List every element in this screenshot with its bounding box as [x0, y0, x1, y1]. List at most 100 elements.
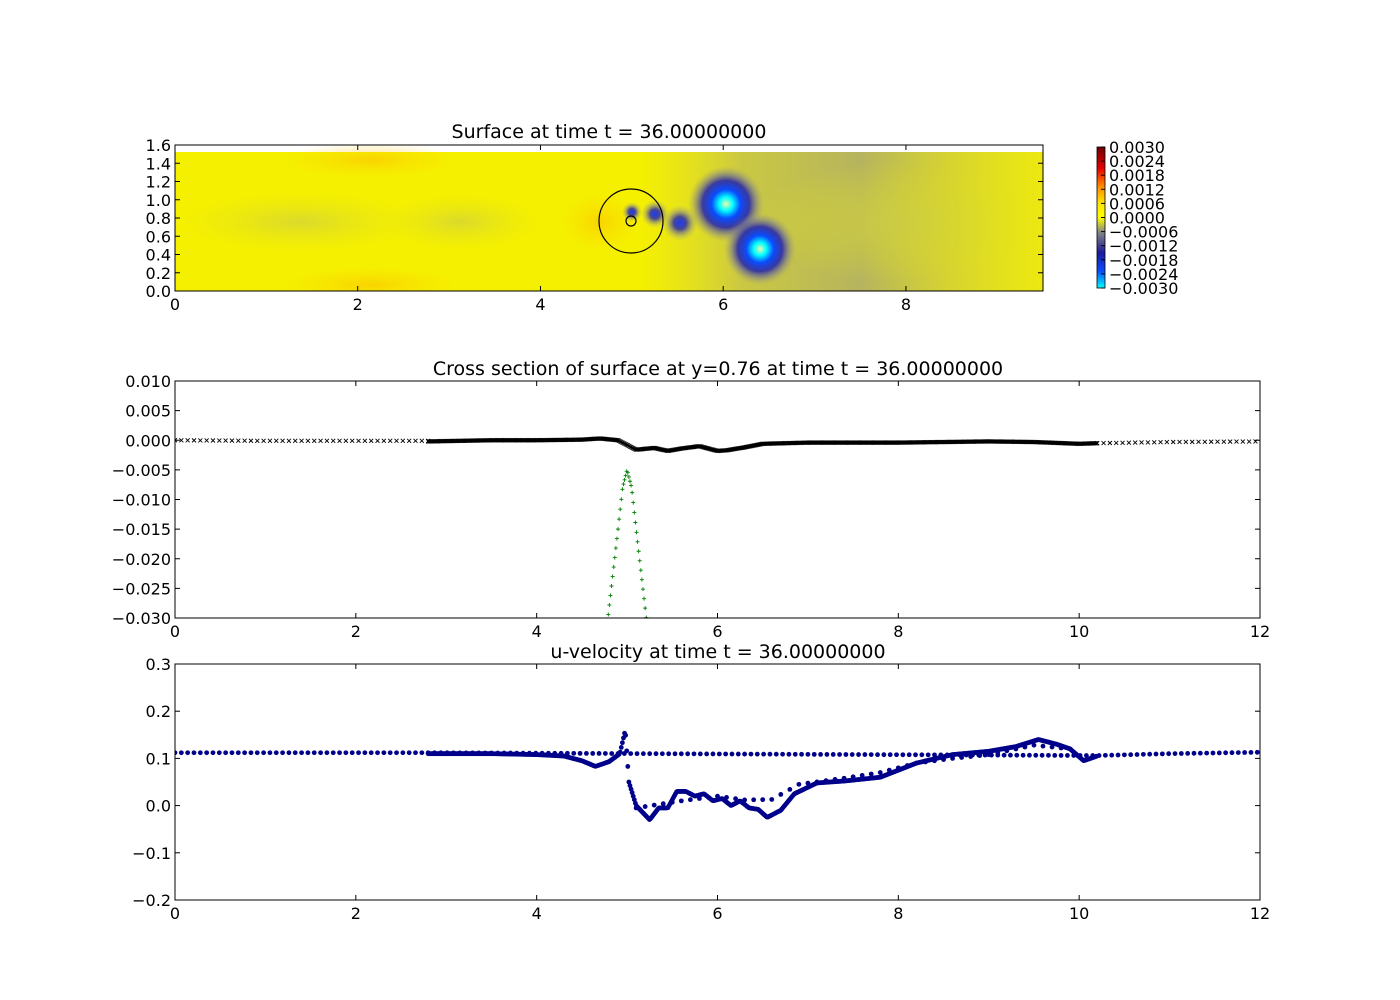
data-point — [175, 750, 178, 756]
data-point — [1077, 753, 1083, 758]
data-point — [780, 751, 785, 757]
data-point — [1223, 750, 1229, 756]
y-tick-label: −0.2 — [132, 891, 171, 910]
x-tick-label: 12 — [1250, 904, 1270, 923]
data-point — [1094, 440, 1099, 446]
data-point — [242, 750, 248, 756]
data-point — [633, 805, 639, 811]
data-point — [778, 792, 784, 797]
depression-blob — [641, 200, 669, 228]
data-point — [571, 750, 577, 756]
data-point — [400, 750, 406, 756]
surface-title: Surface at time t = 36.00000000 — [452, 121, 767, 143]
data-point — [678, 751, 684, 757]
data-point — [501, 750, 507, 756]
data-point — [651, 802, 657, 808]
data-point — [1052, 752, 1058, 758]
data-point — [627, 479, 632, 484]
data-point — [710, 751, 716, 757]
data-point — [754, 751, 760, 757]
data-point — [197, 438, 203, 443]
data-point — [356, 750, 361, 756]
data-point — [463, 750, 469, 756]
data-point — [444, 750, 450, 756]
data-point — [959, 755, 965, 760]
data-point — [400, 438, 406, 444]
data-point — [811, 751, 817, 757]
data-point — [305, 438, 311, 444]
data-point — [1164, 439, 1170, 445]
data-point — [191, 750, 197, 756]
data-point — [1013, 746, 1019, 752]
data-point — [904, 763, 910, 768]
data-point — [343, 750, 349, 756]
data-point — [742, 751, 748, 757]
data-point — [621, 482, 626, 487]
data-point — [210, 750, 216, 756]
data-point — [286, 750, 292, 756]
data-point — [799, 751, 804, 757]
data-point — [1139, 440, 1144, 445]
data-point — [678, 798, 684, 804]
data-point — [609, 751, 615, 756]
data-point — [877, 770, 883, 775]
data-point — [375, 438, 380, 444]
colorbar-tick-label: 0.0012 — [1109, 180, 1165, 199]
data-point — [706, 794, 711, 800]
data-point — [742, 797, 748, 803]
data-point — [628, 751, 634, 756]
y-tick-label: 0.6 — [146, 227, 171, 246]
data-point — [1120, 440, 1125, 446]
x-tick-label: 6 — [718, 295, 728, 314]
data-point — [830, 752, 836, 757]
data-point — [639, 577, 644, 582]
data-point — [1240, 439, 1246, 444]
data-point — [1210, 750, 1216, 756]
data-point — [691, 751, 697, 757]
data-point — [697, 751, 703, 757]
data-point — [1067, 746, 1073, 752]
data-point — [636, 549, 641, 554]
data-point — [1166, 751, 1172, 757]
data-point — [619, 740, 625, 746]
data-point — [413, 438, 418, 444]
data-point — [625, 764, 631, 769]
data-point — [914, 760, 919, 766]
data-point — [735, 751, 741, 757]
data-point — [748, 751, 754, 757]
data-point — [610, 574, 615, 579]
data-point — [995, 750, 1001, 756]
y-tick-label: 0.2 — [146, 264, 171, 283]
y-tick-label: −0.015 — [112, 520, 171, 539]
data-point — [451, 750, 456, 756]
data-point — [1128, 752, 1134, 758]
data-point — [623, 473, 628, 478]
data-point — [1115, 752, 1121, 758]
data-point — [495, 750, 501, 756]
data-point — [1121, 752, 1127, 758]
cross-section-marks — [175, 436, 1258, 618]
data-point — [697, 796, 702, 801]
data-point — [856, 752, 861, 757]
data-point — [1014, 752, 1020, 758]
data-point — [1221, 439, 1227, 444]
data-point — [968, 754, 974, 759]
data-point — [1229, 750, 1235, 756]
data-point — [824, 752, 830, 757]
data-point — [273, 750, 279, 756]
data-point — [923, 759, 928, 765]
data-point — [343, 438, 349, 444]
data-point — [254, 438, 260, 444]
data-point — [204, 750, 210, 756]
data-point — [887, 752, 893, 758]
data-point — [881, 752, 887, 758]
data-point — [716, 751, 722, 757]
data-point — [613, 546, 618, 551]
data-point — [932, 758, 937, 764]
data-point — [1033, 752, 1039, 758]
data-point — [267, 750, 273, 756]
y-tick-label: 1.4 — [146, 154, 171, 173]
data-point — [925, 752, 931, 758]
data-point — [1177, 439, 1182, 445]
data-point — [368, 750, 374, 756]
